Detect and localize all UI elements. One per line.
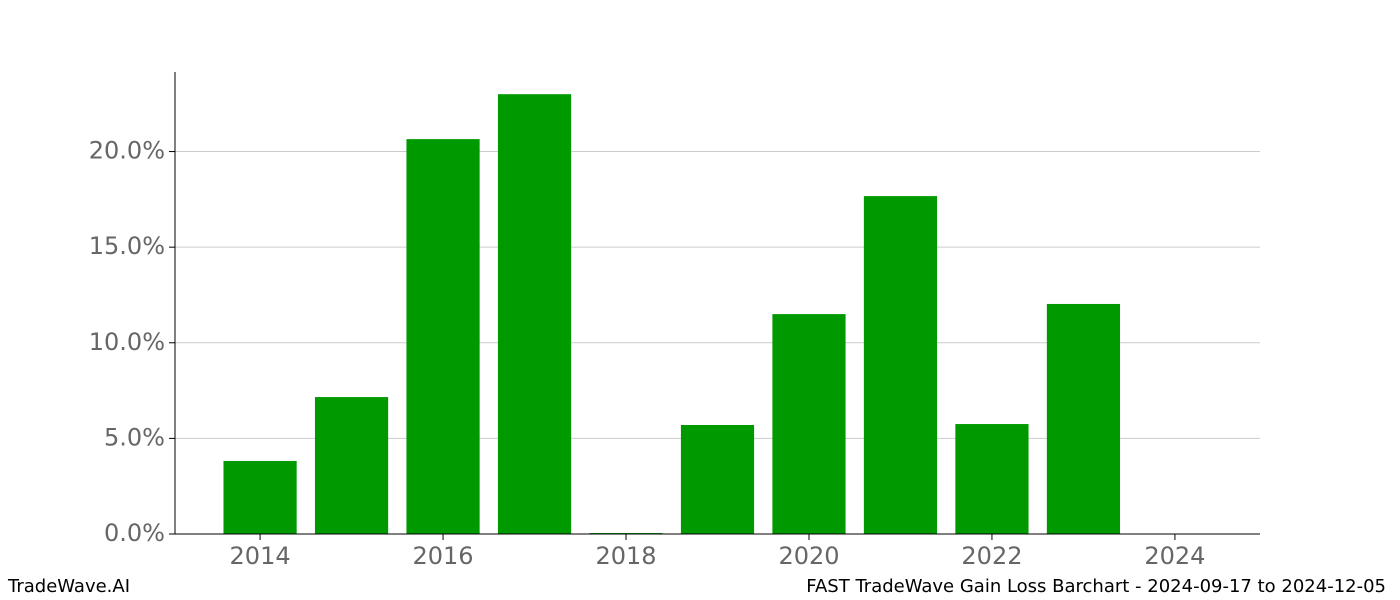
bar <box>1046 303 1121 534</box>
bar <box>406 139 480 534</box>
x-tick-label: 2016 <box>413 542 474 570</box>
y-tick-label: 15.0% <box>89 232 165 260</box>
bar <box>955 424 1029 534</box>
chart-title: FAST TradeWave Gain Loss Barchart - 2024… <box>806 576 1386 597</box>
x-tick-label: 2014 <box>230 542 291 570</box>
bar <box>223 460 297 534</box>
y-tick-label: 0.0% <box>104 519 165 547</box>
bar <box>863 196 938 534</box>
y-tick-label: 5.0% <box>104 423 165 451</box>
x-tick-label: 2024 <box>1144 542 1205 570</box>
bar <box>772 314 846 534</box>
x-tick-label: 2020 <box>778 542 839 570</box>
source-label: TradeWave.AI <box>7 576 130 597</box>
bar <box>314 397 389 534</box>
bar <box>680 425 755 534</box>
y-tick-label: 10.0% <box>89 328 165 356</box>
x-tick-label: 2022 <box>961 542 1022 570</box>
x-tick-label: 2018 <box>595 542 656 570</box>
y-tick-label: 20.0% <box>89 137 165 165</box>
bar <box>497 94 572 534</box>
